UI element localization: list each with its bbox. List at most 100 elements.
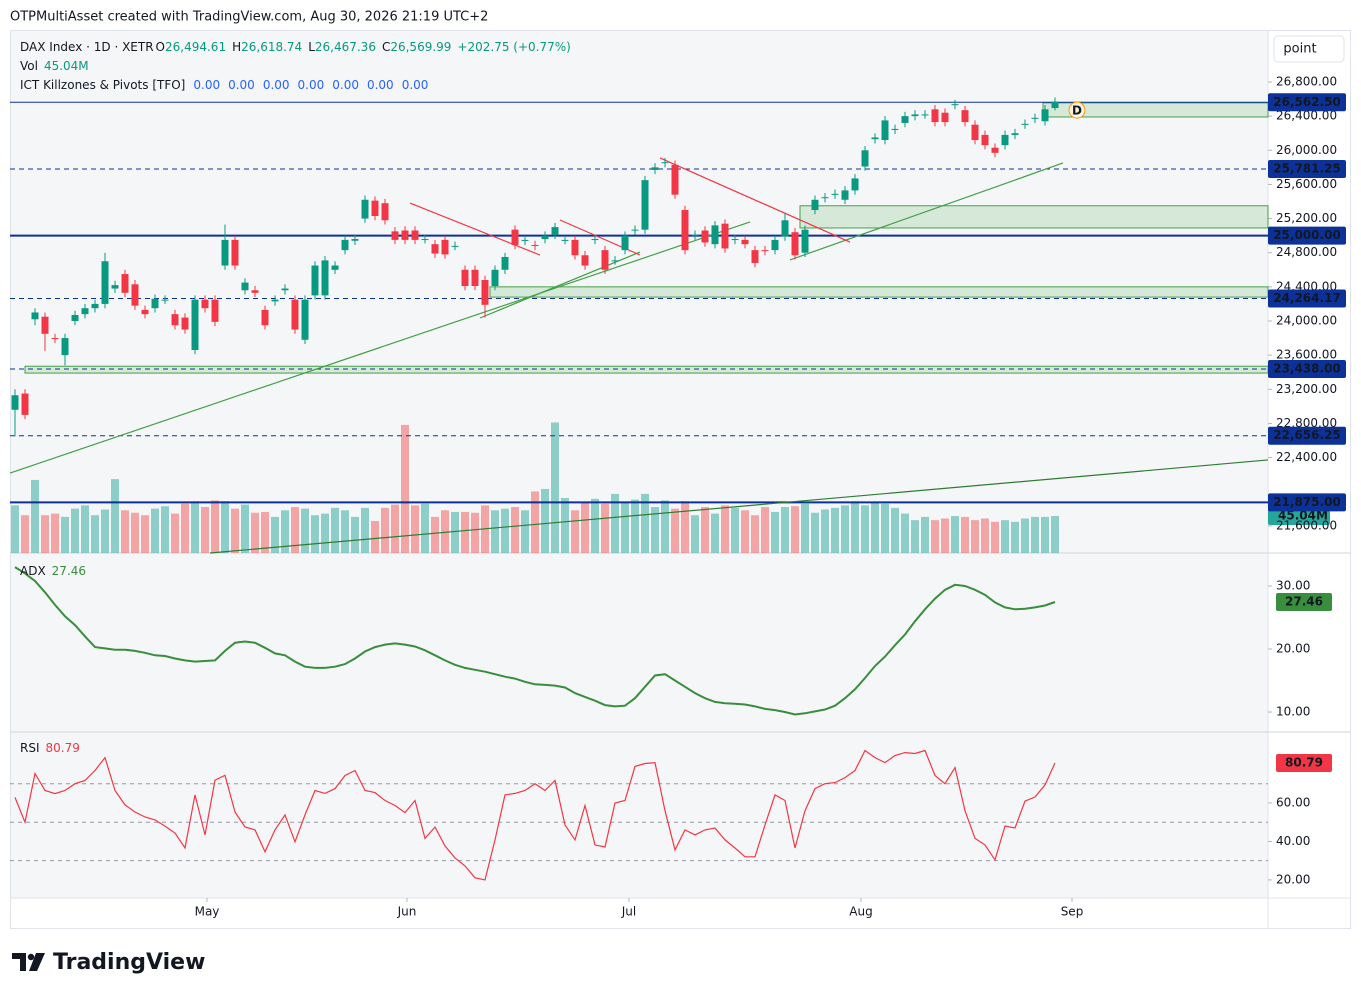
y-tick-label: 10.00 <box>1276 705 1310 719</box>
candle-body <box>141 309 149 315</box>
candle-body <box>341 239 349 251</box>
volume-bar <box>411 505 419 553</box>
candle-body <box>231 239 239 266</box>
y-tick-label: 25,200.00 <box>1276 211 1337 225</box>
legend-key: H <box>232 40 241 54</box>
volume-bar <box>651 507 659 553</box>
candle-body <box>881 120 889 141</box>
candle-body <box>711 225 719 245</box>
legend-indicator: ICT Killzones & Pivots [TFO] 0.00 0.00 0.00… <box>20 78 428 92</box>
candle-body <box>841 190 849 200</box>
volume-bar <box>1011 521 1019 553</box>
y-tick-label: 24,800.00 <box>1276 245 1337 259</box>
volume-bar <box>381 507 389 553</box>
candle-body <box>831 193 839 195</box>
volume-bar <box>841 505 849 553</box>
candle-body <box>671 164 679 195</box>
volume-bar <box>41 515 49 553</box>
candle-body <box>161 299 169 301</box>
candle-body <box>11 395 19 410</box>
volume-bar <box>861 505 869 553</box>
volume-bar <box>511 507 519 553</box>
volume-bar <box>881 503 889 553</box>
candle-body <box>401 230 409 240</box>
candle-body <box>791 232 799 256</box>
candle-body <box>601 250 609 270</box>
x-tick-label: Jul <box>621 905 636 919</box>
candle-body <box>211 299 219 322</box>
volume-bar <box>741 510 749 553</box>
volume-bar <box>531 491 539 553</box>
zone <box>799 205 1269 229</box>
zone <box>24 365 1269 374</box>
candle-body <box>441 239 449 255</box>
candle-body <box>871 137 879 140</box>
volume-badge-label: 45.04M <box>1278 509 1328 523</box>
axis-unit[interactable]: point <box>1283 42 1316 57</box>
unit-button[interactable] <box>1273 35 1345 63</box>
volume-bar <box>251 512 259 553</box>
candle-body <box>221 239 229 266</box>
candle-body <box>681 210 689 251</box>
credit: OTPMultiAsset created with TradingView.c… <box>10 10 488 25</box>
candle-body <box>301 299 309 340</box>
volume-bar <box>541 488 549 553</box>
candle-body <box>811 199 819 211</box>
candle-body <box>1041 109 1049 122</box>
candle-body <box>551 227 559 235</box>
volume-bar <box>851 501 859 553</box>
candle-body <box>391 231 399 240</box>
legend-key: O <box>156 40 165 54</box>
y-tick-label: 23,200.00 <box>1276 382 1337 396</box>
candle-body <box>561 239 569 241</box>
volume-bar <box>491 510 499 553</box>
volume-bar <box>771 511 779 553</box>
volume-bar <box>1031 516 1039 553</box>
volume-bar <box>661 500 669 553</box>
candle-body <box>71 315 79 321</box>
candle-body <box>571 239 579 256</box>
candle-body <box>431 244 439 254</box>
volume-bar <box>931 520 939 553</box>
volume-bar <box>391 504 399 553</box>
candle-body <box>51 338 59 340</box>
candle-body <box>531 245 539 247</box>
candle-body <box>501 256 509 270</box>
value-badge-label: 27.46 <box>1285 595 1323 609</box>
candle-body <box>491 269 499 286</box>
x-tick-label: Aug <box>849 905 872 919</box>
volume-bar <box>331 507 339 553</box>
logo-text: TradingView <box>53 950 205 975</box>
candle-body <box>741 239 749 245</box>
candle-body <box>721 223 729 249</box>
candle-body <box>111 285 119 289</box>
volume-bar <box>111 479 119 553</box>
volume-bar <box>361 507 369 553</box>
legend-adx: ADX 27.46 <box>20 564 86 578</box>
volume-bar <box>701 507 709 553</box>
candle-body <box>821 197 829 199</box>
volume-bar <box>71 508 79 553</box>
candle-body <box>991 147 999 153</box>
zone <box>489 286 1269 298</box>
candle-body <box>191 299 199 351</box>
frame <box>10 30 1351 929</box>
trendline <box>659 157 851 243</box>
volume-bar <box>781 507 789 553</box>
candle-body <box>931 109 939 123</box>
candle-body <box>421 239 429 241</box>
legend-value: 0.00 <box>332 78 359 92</box>
price-badge <box>1268 93 1346 112</box>
volume-bar <box>941 518 949 553</box>
volume-bar <box>691 515 699 553</box>
legend-value: 0.00 <box>402 78 429 92</box>
volume-bar <box>161 506 169 553</box>
y-tick-label: 22,800.00 <box>1276 416 1337 430</box>
volume-bar <box>921 516 929 553</box>
price-badge <box>1268 359 1346 378</box>
candle-body <box>41 316 49 334</box>
volume-bar <box>911 520 919 553</box>
candle-body <box>541 235 549 240</box>
price-badge-label: 25,781.25 <box>1273 161 1341 175</box>
volume-bar <box>451 511 459 553</box>
